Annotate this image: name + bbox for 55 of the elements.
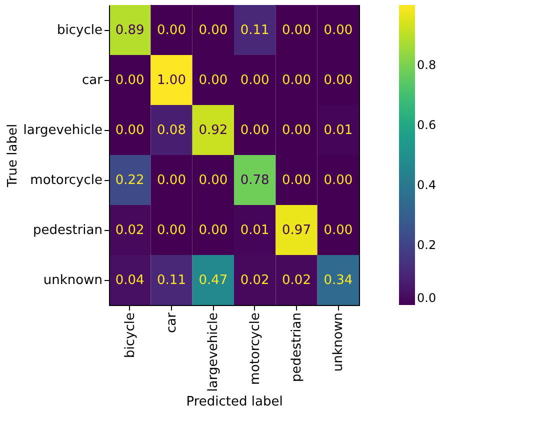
color-bar-label: 0.0 (417, 291, 436, 305)
color-bar-label: 0.6 (417, 118, 436, 132)
data-label: 0.47 (198, 273, 228, 288)
data-label: 0.00 (240, 73, 270, 88)
data-label: 0.02 (282, 273, 311, 288)
data-label: 0.08 (157, 123, 186, 138)
y-tick-label: pedestrian (32, 223, 102, 238)
data-label: 0.00 (198, 73, 228, 88)
data-label: 0.34 (324, 273, 353, 288)
data-label: 0.00 (198, 223, 228, 238)
data-label: 0.89 (115, 23, 144, 38)
data-label: 0.00 (115, 73, 144, 88)
data-label: 0.00 (324, 73, 353, 88)
y-axis-title: True label (5, 124, 20, 188)
data-label: 0.00 (198, 23, 228, 38)
data-label: 1.00 (157, 73, 186, 88)
data-label: 0.00 (282, 173, 311, 188)
color-bar-label: 0.2 (417, 238, 436, 252)
data-label: 0.00 (324, 173, 353, 188)
data-label: 0.00 (115, 123, 144, 138)
y-tick-label: motorcycle (30, 173, 102, 188)
data-label: 0.11 (240, 23, 270, 38)
color-bar-label: 0.4 (417, 178, 436, 192)
x-tick-label: largevehicle (206, 312, 222, 392)
y-tick-label: unknown (43, 273, 102, 288)
x-tick-label: unknown (331, 312, 346, 372)
y-tick-label: car (82, 73, 104, 88)
data-label: 0.04 (115, 273, 144, 288)
data-label: 0.01 (240, 223, 270, 238)
data-label: 0.00 (198, 173, 228, 188)
x-tick-label: pedestrian (290, 312, 304, 382)
data-label: 0.11 (157, 273, 186, 288)
data-label: 0.00 (324, 23, 353, 38)
data-label: 0.97 (282, 223, 311, 238)
data-label: 0.02 (240, 273, 270, 288)
y-tick-label: largevehicle (23, 123, 102, 138)
data-label: 0.01 (324, 123, 353, 138)
data-label: 0.00 (157, 173, 186, 188)
data-label: 0.00 (282, 73, 311, 88)
data-label: 0.22 (115, 173, 144, 188)
y-tick-label: bicycle (57, 23, 102, 38)
data-label: 0.00 (282, 23, 311, 38)
data-label: 0.00 (157, 23, 186, 38)
data-label: 0.00 (282, 123, 311, 138)
data-label: 0.00 (324, 223, 353, 238)
x-tick-label: motorcycle (248, 312, 263, 385)
x-axis-title: Predicted label (186, 394, 283, 410)
x-tick-label: bicycle (122, 312, 138, 358)
data-label: 0.78 (240, 173, 270, 188)
data-label: 0.00 (240, 123, 270, 138)
data-label: 0.00 (157, 223, 186, 238)
data-label: 0.02 (115, 223, 144, 238)
color-bar-label: 0.8 (417, 58, 436, 72)
x-tick-label: car (164, 312, 180, 333)
data-label: 0.92 (198, 123, 228, 138)
